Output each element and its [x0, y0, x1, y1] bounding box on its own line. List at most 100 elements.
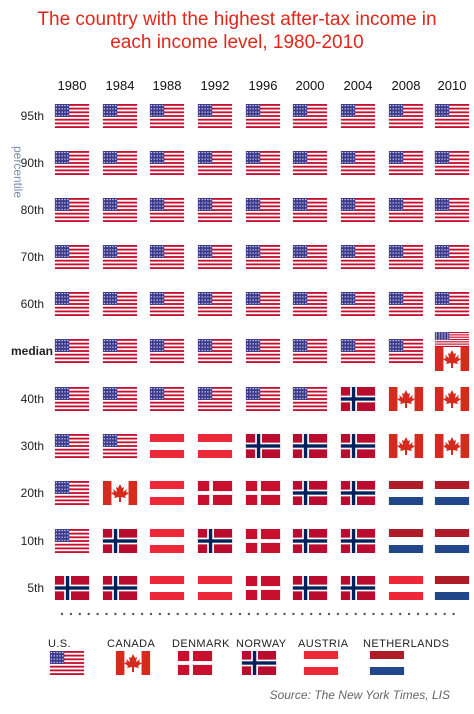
- source-note: Source: The New York Times, LIS: [269, 688, 450, 702]
- us-flag: [340, 339, 376, 363]
- austria-flag: [388, 576, 424, 600]
- separator-dot: [310, 612, 313, 616]
- us-flag: [197, 104, 233, 128]
- legend-label: NETHERLANDS: [363, 638, 449, 650]
- separator-dot: [372, 612, 375, 616]
- us-flag: [292, 104, 328, 128]
- separator-dot: [443, 612, 446, 616]
- row-label-20th: 20th: [21, 486, 44, 500]
- separator-dot: [363, 612, 366, 616]
- separator-dot: [390, 612, 393, 616]
- norway-flag: [340, 434, 376, 458]
- netherlands-flag: [388, 481, 424, 505]
- legend-item-canada: CANADA: [107, 638, 156, 675]
- us-flag: [149, 387, 185, 411]
- netherlands-flag: [434, 576, 470, 600]
- us-flag-small: [434, 332, 470, 347]
- row-labels: 95th 90th 80th 70th 60th median 40th 30th 20th 10…: [11, 109, 53, 595]
- row-label-80th: 80th: [21, 203, 44, 217]
- legend-label: CANADA: [107, 638, 156, 650]
- us-flag: [292, 292, 328, 316]
- us-flag: [434, 151, 470, 175]
- norway-flag: [102, 529, 138, 553]
- us-flag: [388, 339, 424, 363]
- us-flag: [197, 339, 233, 363]
- norway-flag: [340, 481, 376, 505]
- separator-dot: [434, 612, 437, 616]
- column-header-2010: 2010: [438, 78, 467, 93]
- chart-title: The country with the highest after-tax i…: [0, 8, 474, 54]
- separator-dot: [452, 612, 455, 616]
- us-flag: [102, 245, 138, 269]
- separator-dot: [105, 612, 108, 616]
- separator-dot: [212, 612, 215, 616]
- netherlands-flag: [388, 529, 424, 553]
- us-flag: [245, 151, 281, 175]
- norway-flag: [340, 529, 376, 553]
- flag-grid: [54, 104, 470, 600]
- column-header-1992: 1992: [201, 78, 230, 93]
- denmark-flag-legend: [177, 651, 213, 675]
- legend-item-netherlands: NETHERLANDS: [363, 638, 449, 675]
- us-flag: [434, 292, 470, 316]
- row-label-10th: 10th: [21, 534, 44, 548]
- separator-dot: [292, 612, 295, 616]
- separator-dot: [132, 612, 135, 616]
- norway-flag-legend: [241, 651, 277, 675]
- row-label-60th: 60th: [21, 297, 44, 311]
- us-flag: [149, 104, 185, 128]
- separator-dot: [301, 612, 304, 616]
- separator-dot: [203, 612, 206, 616]
- separator-dot: [60, 612, 64, 616]
- separator-dot: [238, 612, 242, 616]
- row-label-30th: 30th: [21, 439, 44, 453]
- us-flag: [388, 198, 424, 222]
- legend-item-austria: AUSTRIA: [298, 638, 348, 675]
- separator-dot: [149, 612, 153, 616]
- us-flag: [102, 339, 138, 363]
- us-flag: [149, 198, 185, 222]
- norway-flag: [340, 387, 376, 411]
- us-flag: [102, 387, 138, 411]
- us-flag: [292, 198, 328, 222]
- us-flag: [102, 434, 138, 458]
- netherlands-flag: [434, 529, 470, 553]
- separator-dot: [274, 612, 277, 616]
- us-flag: [197, 198, 233, 222]
- us-flag: [340, 292, 376, 316]
- legend-label: U.S.: [48, 638, 71, 650]
- norway-flag: [292, 481, 328, 505]
- us-flag: [340, 198, 376, 222]
- separator-dot: [140, 612, 144, 616]
- austria-flag: [149, 481, 185, 505]
- netherlands-flag-legend: [369, 651, 405, 675]
- us-flag: [102, 198, 138, 222]
- us-flag: [388, 292, 424, 316]
- norway-flag: [102, 576, 138, 600]
- us-flag: [197, 292, 233, 316]
- us-flag: [102, 104, 138, 128]
- legend: U.S. CANADA DENMARK NORWAY AUSTRIA NETHERLAND…: [48, 638, 449, 675]
- legend-label: DENMARK: [172, 638, 230, 650]
- separator-dot: [345, 612, 348, 616]
- us-flag: [54, 481, 90, 505]
- separator-dot: [87, 612, 90, 616]
- us-flag: [245, 245, 281, 269]
- separator-dot: [123, 612, 126, 616]
- us-flag: [245, 292, 281, 316]
- canada-flag: [434, 434, 470, 458]
- separator-dot: [194, 612, 197, 616]
- separator-dot: [381, 612, 384, 616]
- norway-flag: [54, 576, 90, 600]
- us-flag: [149, 151, 185, 175]
- norway-flag: [292, 576, 328, 600]
- separator-dot: [176, 612, 179, 616]
- us-flag: [388, 245, 424, 269]
- norway-flag: [292, 434, 328, 458]
- column-header-1984: 1984: [106, 78, 135, 93]
- us-flag: [292, 339, 328, 363]
- separator-dot: [167, 612, 170, 616]
- separator-dot: [327, 612, 331, 616]
- us-flag: [54, 151, 90, 175]
